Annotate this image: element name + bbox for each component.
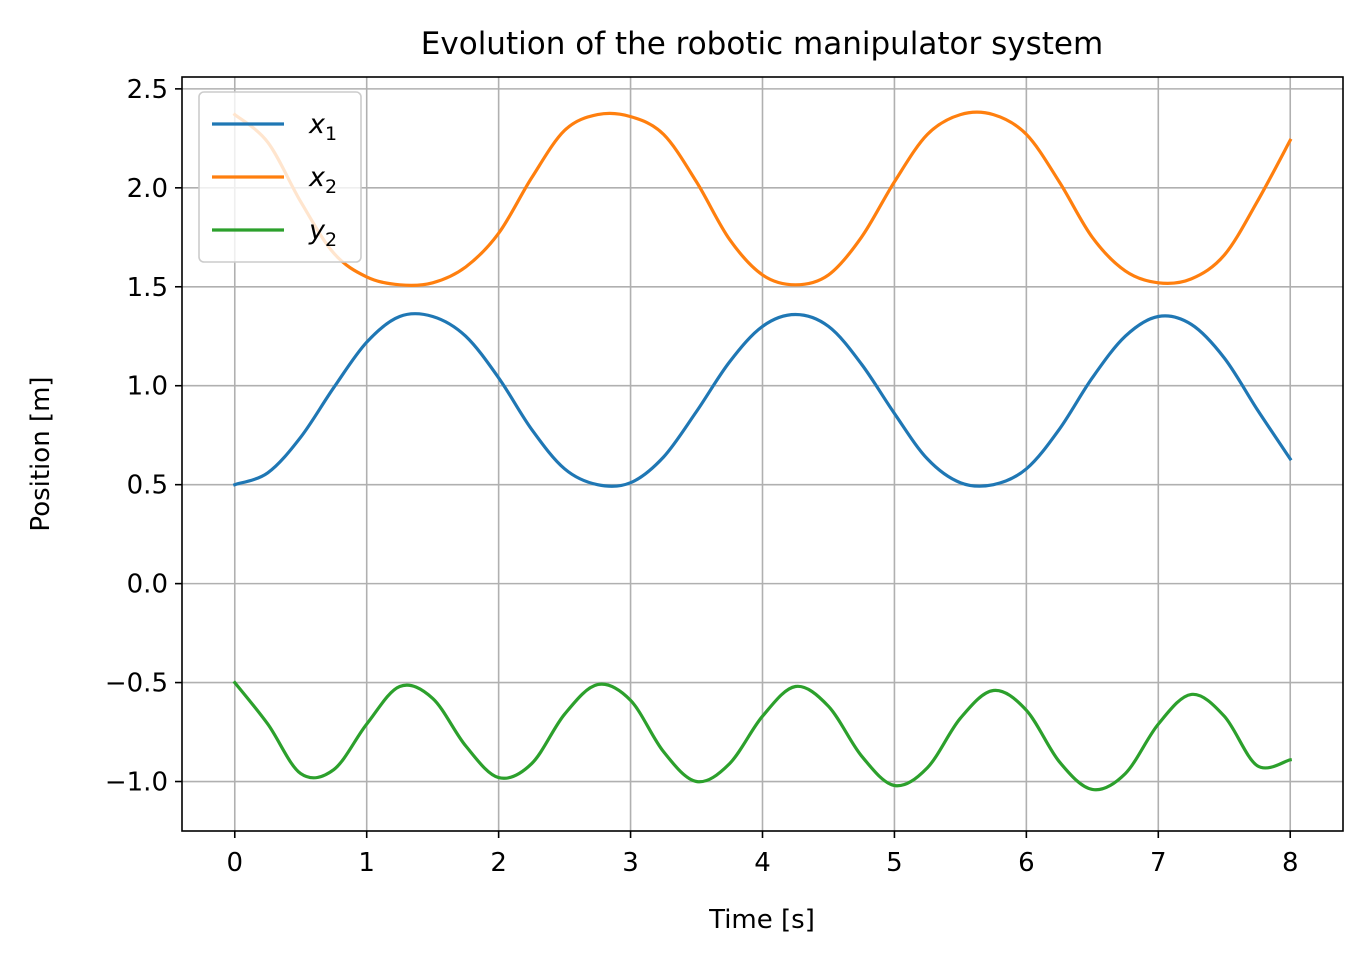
x-tick-label: 3 (622, 848, 639, 878)
y-tick-label: −1.0 (105, 768, 168, 798)
y-tick-label: 1.5 (127, 273, 168, 303)
x-axis-ticks: 0 1 2 3 4 5 6 7 8 (226, 831, 1299, 878)
y-tick-label: 2.5 (127, 75, 168, 105)
series-line-y2 (232, 680, 1293, 792)
y-tick-label: 2.0 (127, 174, 168, 204)
y-tick-label: 0.5 (127, 471, 168, 501)
y-tick-label: 1.0 (127, 372, 168, 402)
chart-title: Evolution of the robotic manipulator sys… (421, 26, 1103, 62)
x-tick-label: 2 (490, 848, 507, 878)
series-lines (232, 110, 1293, 792)
x-axis-label: Time [s] (708, 905, 815, 935)
y-axis-label: Position [m] (26, 376, 56, 531)
y-axis-ticks: −1.0 −0.5 0.0 0.5 1.0 1.5 2.0 2.5 (105, 75, 182, 798)
legend: x1 x2 y2 (198, 91, 362, 263)
x-tick-label: 4 (754, 848, 771, 878)
x-tick-label: 7 (1150, 848, 1167, 878)
series-line-x2 (232, 110, 1293, 287)
grid (182, 77, 1343, 831)
x-tick-label: 8 (1282, 848, 1299, 878)
y-tick-label: 0.0 (127, 570, 168, 600)
x-tick-label: 6 (1018, 848, 1035, 878)
legend-label: x1 (308, 109, 337, 145)
legend-label: y2 (308, 215, 337, 251)
series-line-x1 (232, 312, 1293, 488)
x-tick-label: 5 (886, 848, 903, 878)
x-tick-label: 0 (226, 848, 243, 878)
y-tick-label: −0.5 (105, 669, 168, 699)
legend-label: x2 (308, 162, 337, 198)
x-tick-label: 1 (358, 848, 375, 878)
